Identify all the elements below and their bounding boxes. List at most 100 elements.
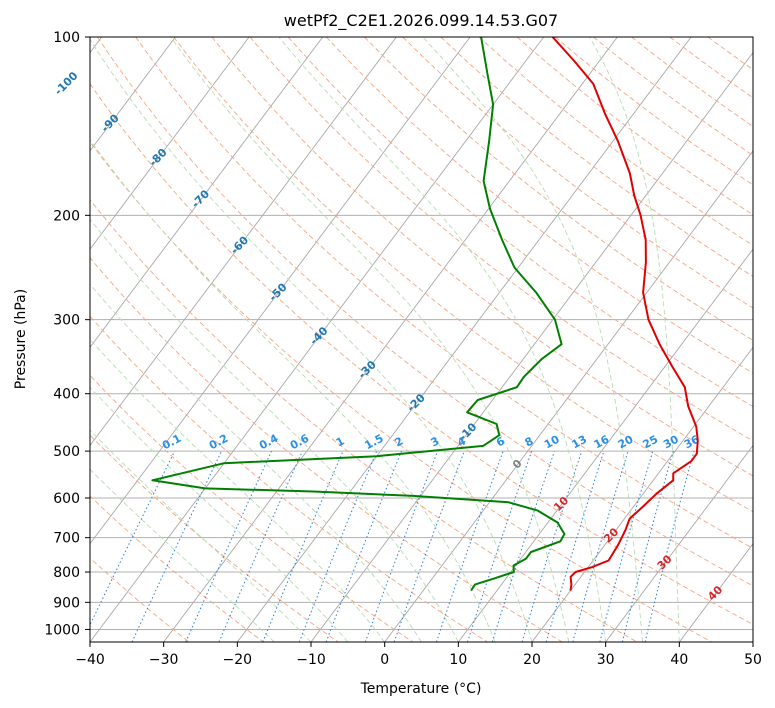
isotherm-line	[605, 444, 753, 642]
isotherm-label: -60	[228, 233, 251, 256]
y-tick-label: 100	[53, 30, 80, 46]
dry-adiabat	[555, 37, 753, 186]
mixing-ratio-line	[435, 450, 504, 642]
mixing-ratio-line	[218, 450, 303, 642]
dry-adiabat	[90, 141, 712, 642]
dry-adiabat	[90, 495, 264, 642]
isotherm-line	[752, 641, 753, 642]
mixing-ratio-line	[572, 450, 629, 642]
x-tick-label: 40	[670, 652, 688, 668]
mixing-ratio-label: 8	[523, 434, 536, 449]
mixing-ratio-line	[393, 450, 465, 642]
moist-adiabat	[589, 37, 680, 642]
moist-adiabat	[90, 386, 349, 642]
dry-adiabat	[707, 37, 753, 71]
profiles	[151, 37, 699, 592]
moist-adiabat	[90, 139, 496, 642]
y-tick-label: 1000	[44, 622, 80, 638]
isotherm-label: -90	[99, 111, 122, 134]
x-axis: −40 −30 −20 −10 0 10 20 30 40 50	[75, 642, 762, 668]
mixing-ratio-line	[298, 450, 378, 642]
y-tick-label: 800	[53, 565, 80, 581]
mixing-ratio-line	[644, 450, 695, 642]
dry-adiabat	[90, 83, 753, 625]
dry-adiabat	[135, 37, 753, 549]
dewpoint-profile	[151, 37, 566, 592]
x-tick-label: 0	[380, 652, 389, 668]
mixing-ratio-label: 0.2	[207, 432, 230, 453]
plot-frame	[89, 36, 754, 643]
mixing-ratio-label: 3	[429, 434, 442, 449]
dry-adiabat	[325, 37, 753, 374]
mixing-ratio-line	[467, 450, 533, 642]
moist-adiabat	[90, 429, 312, 642]
mixing-ratio-line	[491, 450, 555, 642]
isotherm-line	[457, 248, 753, 642]
mixing-ratio-line	[599, 450, 654, 642]
mixing-ratio-line	[262, 450, 344, 642]
x-axis-label: Temperature (°C)	[360, 681, 482, 697]
moist-adiabat	[278, 37, 607, 642]
y-tick-label: 600	[53, 491, 80, 507]
x-tick-label: −20	[223, 652, 253, 668]
y-tick-label: 500	[53, 444, 80, 460]
dry-adiabat	[478, 37, 753, 246]
y-tick-label: 700	[53, 531, 80, 547]
moist-adiabat	[170, 37, 570, 642]
y-tick-label: 300	[53, 313, 80, 329]
y-tick-label: 900	[53, 595, 80, 611]
isotherm-line	[90, 37, 176, 152]
x-tick-label: 30	[597, 652, 615, 668]
isotherm-label: 30	[655, 552, 675, 572]
mixing-ratio-label: 1	[334, 434, 347, 449]
mixing-ratio-label: 36	[682, 433, 702, 452]
isotherm-line	[310, 51, 753, 642]
y-axis: 100 200 300 400 500 600 700 800 900 1000	[44, 30, 90, 638]
mixing-ratio-line	[185, 450, 272, 642]
mixing-ratio-line	[621, 450, 674, 642]
isotherm-line	[90, 37, 397, 447]
mixing-ratio-label: 16	[592, 433, 612, 452]
mixing-ratio-label: 0.1	[160, 432, 183, 453]
isotherm-line	[163, 37, 618, 642]
isotherm-label: 0	[510, 457, 525, 472]
dry-adiabat	[90, 374, 414, 642]
isotherm-line	[384, 150, 753, 642]
background-lines	[90, 37, 753, 642]
mixing-ratio-label: 10	[542, 433, 562, 452]
dry-adiabat	[97, 37, 753, 587]
mixing-ratio-label: 0.4	[257, 432, 281, 453]
dry-adiabat	[364, 37, 753, 341]
isotherm-label: -20	[405, 391, 428, 414]
isotherm-line	[678, 543, 753, 642]
y-tick-label: 200	[53, 208, 80, 224]
temperature-profile	[551, 37, 699, 591]
isotherm-label: -50	[266, 280, 289, 303]
dry-adiabat	[90, 315, 488, 642]
dry-adiabat	[173, 37, 753, 513]
x-tick-label: 50	[744, 652, 762, 668]
y-axis-label: Pressure (hPa)	[13, 289, 29, 389]
dry-adiabat	[90, 257, 563, 642]
isotherm-label: -70	[189, 187, 212, 210]
mixing-ratio-label: 25	[641, 433, 661, 452]
mixing-ratio-line	[325, 450, 402, 642]
isotherm-line	[90, 37, 250, 250]
dry-adiabat	[402, 37, 753, 309]
moist-adiabat	[90, 218, 459, 642]
x-tick-label: 20	[523, 652, 541, 668]
x-tick-label: −10	[296, 652, 326, 668]
isotherm-label: -100	[52, 69, 81, 98]
isotherm-label: 10	[551, 494, 571, 514]
moist-adiabat	[90, 338, 386, 642]
isotherm-label: -30	[356, 358, 379, 381]
x-tick-label: −30	[149, 652, 179, 668]
mixing-ratio-line	[521, 450, 583, 642]
dry-adiabat	[516, 37, 753, 216]
mixing-ratio-line	[90, 450, 176, 626]
mixing-ratio-label: 20	[616, 433, 636, 452]
isotherm-line	[531, 346, 753, 642]
chart-title: wetPf2_C2E1.2026.099.14.53.G07	[284, 11, 558, 31]
